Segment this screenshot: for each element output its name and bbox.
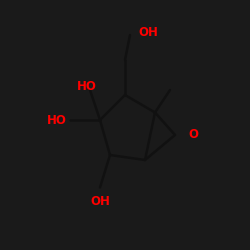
Text: OH: OH [90, 195, 110, 208]
Text: OH: OH [139, 26, 159, 39]
Text: HO: HO [76, 80, 96, 93]
Text: O: O [189, 128, 199, 141]
Text: HO: HO [46, 114, 66, 126]
